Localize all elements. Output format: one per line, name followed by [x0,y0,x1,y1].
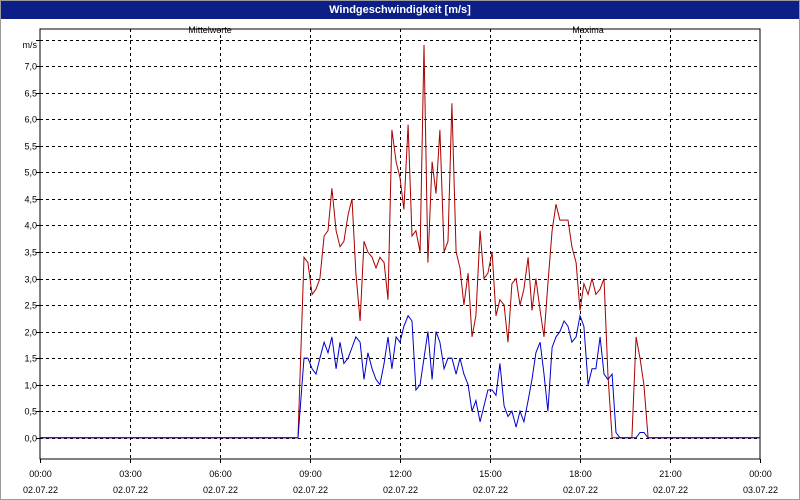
x-tick-label-date: 02.07.22 [653,485,688,495]
x-axis-ticks: 00:00 02.07.22 03:00 02.07.22 06:00 02.07.22 0… [23,459,778,495]
y-tick-label: 3,0 [24,275,37,285]
legend-maxima: Maxima [572,25,604,35]
x-tick-label-date: 02.07.22 [563,485,598,495]
y-axis-ticks: 0,0 0,5 1,0 1,5 2,0 2,5 3,0 3,5 4,0 4,5 5,0 5,5 6,0 6… [24,40,40,444]
y-tick-label: 3,5 [24,248,37,258]
x-tick-label-date: 02.07.22 [203,485,238,495]
x-tick-label-date: 03.07.22 [743,485,778,495]
x-tick-label-time: 09:00 [299,469,322,479]
y-tick-label: 0,5 [24,407,37,417]
x-tick-label-time: 00:00 [29,469,52,479]
series-lines [40,44,760,439]
y-tick-label: 6,5 [24,89,37,99]
grid [40,29,760,459]
y-tick-label: 1,0 [24,381,37,391]
y-tick-label: 6,0 [24,115,37,125]
window-title: Windgeschwindigkeit [m/s] [1,1,799,19]
y-tick-label: 7,0 [24,62,37,72]
x-tick-label-time: 00:00 [749,469,772,479]
x-tick-label-date: 02.07.22 [473,485,508,495]
y-axis-unit-label: m/s [23,40,38,50]
x-tick-label-time: 15:00 [479,469,502,479]
series-line-mittelwerte [40,313,760,439]
y-tick-label: 2,5 [24,301,37,311]
y-tick-label: 5,0 [24,168,37,178]
y-tick-label: 2,0 [24,328,37,338]
y-tick-label: 4,0 [24,221,37,231]
y-tick-label: 1,5 [24,354,37,364]
x-tick-label-date: 02.07.22 [293,485,328,495]
x-tick-label-time: 06:00 [209,469,232,479]
y-tick-label: 4,5 [24,195,37,205]
y-tick-label: 5,5 [24,142,37,152]
x-tick-label-date: 02.07.22 [383,485,418,495]
legend-mittelwerte: Mittelwerte [188,25,232,35]
x-tick-label-time: 18:00 [569,469,592,479]
x-tick-label-time: 12:00 [389,469,412,479]
x-tick-label-time: 03:00 [119,469,142,479]
x-tick-label-time: 21:00 [659,469,682,479]
y-tick-label: 0,0 [24,434,37,444]
x-tick-label-date: 02.07.22 [23,485,58,495]
x-tick-label-date: 02.07.22 [113,485,148,495]
